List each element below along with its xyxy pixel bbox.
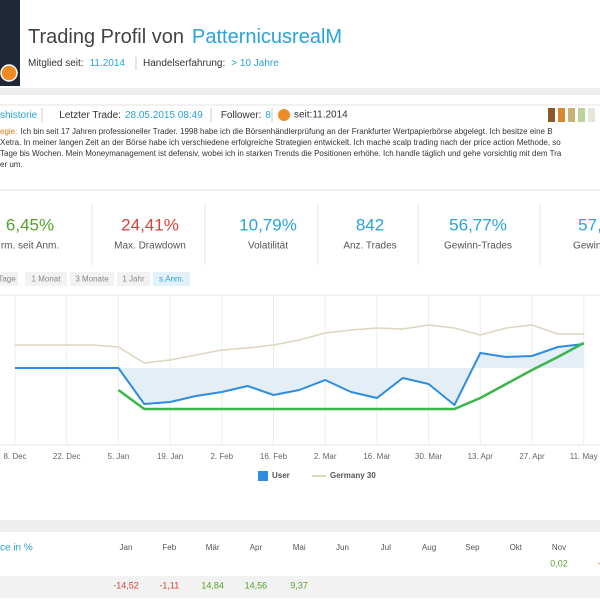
text-part: 28.05.2015 08:49 [125,110,203,121]
month-header: Okt [509,543,522,552]
badges [548,108,595,122]
range-button-label: s.Anm. [159,275,184,284]
x-tick-label: 5. Jan [108,452,130,461]
stat-value: 56,77% [449,215,507,234]
x-tick-label: 13. Apr [468,452,494,461]
text-part: Letzter Trade: [59,110,121,121]
avatar-badge [0,64,18,82]
month-header: Aug [422,543,436,552]
text-line: shistorie Letzter Trade: 28.05.2015 08:49 F… [0,110,271,121]
text-part: Ich bin seit 17 Jahren professioneller T… [20,127,552,136]
performance-cell: -4 [598,558,600,568]
performance-cell: 14,84 [201,580,224,590]
range-button[interactable] [25,272,67,286]
performance-cell: 14,56 [245,580,268,590]
performance-row-bg [0,576,600,598]
month-header: Mär [206,543,220,552]
month-header: Sep [465,543,480,552]
performance-cell: 9,37 [290,580,308,590]
stat-value: 6,45% [6,215,54,234]
month-header: Apr [250,543,263,552]
month-header: Jul [381,543,391,552]
badge [568,108,575,122]
x-tick-label: 16. Feb [260,452,288,461]
month-header: Feb [162,543,176,552]
stat-label: Volatilität [248,241,288,252]
stat-value: 24,41% [121,215,179,234]
x-tick-label: 19. Jan [157,452,183,461]
text-part: er um. [0,160,23,169]
x-tick-label: 22. Dec [53,452,81,461]
stat-value: 57, [578,215,600,234]
x-tick-label: 16. Mar [363,452,390,461]
text-part: Mitglied seit: [28,58,84,69]
legend-label[interactable]: User [272,471,290,480]
badge [588,108,595,122]
x-tick-label: 27. Apr [519,452,545,461]
badge [548,108,555,122]
legend-label[interactable]: Germany 30 [330,471,376,480]
stat-label: Gewinn-Trades [444,241,512,252]
stat-label: rm. seit Anm. [1,241,59,252]
text-part: Tage bis Wochen. Mein Moneymanagement is… [0,149,562,158]
x-tick-label: 8. Dec [3,452,26,461]
text-line: Tage bis Wochen. Mein Moneymanagement is… [0,149,562,158]
stat-label: Max. Drawdown [114,241,186,252]
month-header: Jan [120,543,133,552]
text-line: Trading Profil von PatternicusrealM [28,26,342,48]
since-icon [278,109,290,121]
text-line: er um. [0,160,23,169]
performance-cell: 0,02 [550,558,568,568]
range-button-label: 1 Monat [32,275,62,284]
range-button-label: 3 Monate [75,275,109,284]
text-part: Handelserfahrung: [143,58,225,69]
x-tick-label: 2. Mar [314,452,337,461]
text-line: Xetra. In meiner langen Zeit an der Börs… [0,138,561,147]
range-button-label: Tage [0,275,16,284]
month-header: Jun [336,543,349,552]
text-part: 8 [265,110,271,121]
x-tick-label: 30. Mar [415,452,442,461]
series-line [117,341,585,411]
header-panel [0,0,600,88]
range-button-label: 1 Jahr [122,275,145,284]
badge [558,108,565,122]
stat-value: 10,79% [239,215,297,234]
text-part: egie: [0,127,17,136]
text-line: egie: Ich bin seit 17 Jahren professionel… [0,127,553,136]
user-area [15,344,584,405]
text-part: Trading Profil von [28,26,184,48]
x-tick-label: 2. Feb [210,452,233,461]
stat-label: Gewinn [573,241,600,252]
text-part: 11.2014 [90,58,126,69]
since: seit:11.2014 [294,110,348,121]
text-part: Xetra. In meiner langen Zeit an der Börs… [0,138,561,147]
stat-label: Anz. Trades [343,241,396,252]
stat-value: 842 [356,215,384,234]
month-header: Mai [293,543,306,552]
series-line [15,324,584,364]
month-header: Nov [552,543,566,552]
profile-panel [0,95,600,520]
range-button[interactable] [70,272,114,286]
x-tick-label: 11. May [570,452,598,461]
text-line: Mitglied seit: 11.2014 Handelserfahrung: > … [28,58,279,69]
series-line [15,343,584,406]
performance-cell: -1,11 [159,580,179,590]
range-button[interactable] [153,272,190,286]
performance-title: ce in % [0,543,33,554]
range-button[interactable] [117,272,150,286]
legend-swatch [258,471,268,481]
avatar [0,0,20,86]
range-button[interactable] [0,272,18,286]
text-part: > 10 Jahre [231,58,279,69]
performance-cell: -14,52 [113,580,139,590]
text-part: Follower: [221,110,262,121]
badge [578,108,585,122]
text-part: PatternicusrealM [192,26,342,48]
text-part: shistorie [0,110,38,121]
